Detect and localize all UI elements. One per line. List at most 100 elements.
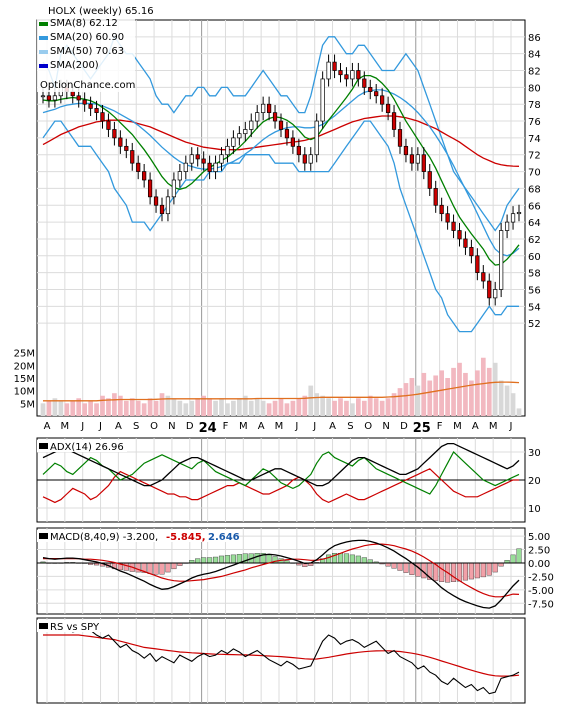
month-tick-label: M bbox=[239, 421, 248, 432]
volume-tick-label: 10M bbox=[14, 387, 35, 398]
macd-hist-bar bbox=[486, 562, 492, 576]
candle-body bbox=[463, 238, 468, 248]
volume-bar bbox=[183, 403, 189, 416]
volume-bar bbox=[367, 395, 373, 416]
volume-bar bbox=[433, 375, 439, 416]
candle-body bbox=[409, 154, 415, 164]
month-tick-label: O bbox=[150, 421, 158, 432]
macd-hist-bar bbox=[254, 553, 260, 564]
volume-bar bbox=[231, 400, 236, 416]
macd-hist-bar bbox=[337, 553, 344, 564]
candle-body bbox=[142, 171, 147, 181]
macd-label: MACD(8,40,9) -3.200, bbox=[50, 532, 158, 543]
candle-body bbox=[457, 230, 462, 240]
volume-bar bbox=[492, 362, 498, 416]
volume-bar bbox=[112, 393, 117, 416]
candle-body bbox=[403, 145, 409, 156]
macd-hist-bar bbox=[415, 562, 421, 577]
volume-bar bbox=[474, 370, 480, 416]
price-tick-label: 80 bbox=[528, 83, 541, 94]
month-tick-label: D bbox=[400, 421, 408, 432]
candle-body bbox=[445, 213, 450, 223]
candle-body bbox=[213, 162, 218, 172]
macd-hist-bar bbox=[224, 555, 231, 564]
candle-body bbox=[94, 108, 99, 113]
macd-hist-bar bbox=[207, 557, 213, 564]
candle-body bbox=[231, 137, 236, 147]
volume-bar bbox=[427, 380, 433, 416]
candle-body bbox=[225, 145, 230, 156]
month-tick-label: A bbox=[44, 421, 51, 432]
volume-bar bbox=[195, 398, 201, 416]
candle-body bbox=[397, 129, 403, 147]
candle-body bbox=[344, 74, 349, 80]
rs-legend: RS vs SPY bbox=[37, 620, 107, 633]
volume-bar bbox=[350, 403, 355, 416]
adx-line bbox=[42, 442, 520, 487]
candle-body bbox=[219, 154, 224, 164]
macd-hist-bar bbox=[450, 562, 457, 582]
candle-body bbox=[100, 112, 105, 122]
volume-bar bbox=[457, 362, 462, 416]
price-tick-label: 66 bbox=[528, 201, 541, 212]
price-tick-label: 62 bbox=[528, 235, 541, 246]
candle-body bbox=[165, 196, 171, 215]
macd-hist-bar bbox=[474, 562, 480, 579]
macd-hist-bar bbox=[326, 554, 332, 564]
price-tick-label: 52 bbox=[528, 319, 541, 330]
macd-line bbox=[42, 539, 520, 609]
watermark-label: OptionChance.com bbox=[40, 80, 135, 91]
price-tick-label: 70 bbox=[528, 168, 541, 179]
price-legend: HOLX (weekly) 65.16 SMA(8) 62.12 SMA(20) … bbox=[37, 2, 154, 92]
macd-signal-value: -5.845, bbox=[166, 532, 206, 543]
month-tick-label: J bbox=[294, 421, 298, 432]
volume-bar bbox=[225, 403, 230, 416]
volume-bar bbox=[516, 408, 522, 416]
macd-hist-bar bbox=[480, 562, 486, 578]
volume-bar bbox=[254, 398, 260, 416]
macd-tick-label: -5.00 bbox=[528, 586, 554, 597]
volume-bar bbox=[338, 398, 343, 416]
volume-bar bbox=[385, 398, 391, 416]
month-tick-label: J bbox=[80, 421, 84, 432]
volume-bar bbox=[141, 403, 147, 416]
price-tick-label: 76 bbox=[528, 117, 541, 128]
candle-body bbox=[40, 95, 46, 98]
candle-body bbox=[350, 70, 355, 80]
volume-bar bbox=[445, 378, 450, 416]
candle-body bbox=[451, 221, 456, 231]
month-tick-label: J bbox=[312, 421, 316, 432]
candle-body bbox=[504, 221, 510, 231]
volume-bar bbox=[296, 398, 302, 416]
macd-hist-bar bbox=[492, 562, 498, 573]
volume-bar bbox=[373, 398, 379, 416]
sma50-line bbox=[42, 115, 520, 167]
macd-hist-bar bbox=[266, 554, 272, 564]
candle-body bbox=[255, 112, 260, 122]
volume-bar bbox=[421, 372, 427, 416]
adx-legend: ADX(14) 26.96 bbox=[37, 440, 127, 453]
volume-bar bbox=[123, 400, 129, 416]
candle-body bbox=[433, 188, 438, 206]
price-tick-label: 54 bbox=[528, 302, 541, 313]
month-tick-label: N bbox=[382, 421, 389, 432]
legend-label: SMA(200) bbox=[50, 60, 99, 71]
candle-body bbox=[195, 154, 200, 160]
candle-body bbox=[481, 272, 486, 282]
volume-bar bbox=[510, 393, 516, 416]
price-panel: 52 54 56 58 60 62 64 66 68 70 72 74 76 78 80 82 84 86 bbox=[37, 33, 541, 333]
candle-body bbox=[284, 129, 290, 139]
volume-bar bbox=[117, 395, 123, 416]
macd-signal-line bbox=[43, 543, 520, 598]
volume-bar bbox=[403, 383, 409, 416]
volume-bar bbox=[415, 385, 421, 416]
month-tick-label: J bbox=[509, 421, 513, 432]
volume-bar bbox=[70, 400, 76, 416]
price-tick-label: 60 bbox=[528, 252, 541, 263]
macd-hist-bar bbox=[195, 558, 201, 564]
volume-bar bbox=[397, 388, 403, 416]
price-tick-label: 78 bbox=[528, 100, 541, 111]
rs-line bbox=[42, 625, 520, 695]
candle-body bbox=[76, 95, 81, 101]
